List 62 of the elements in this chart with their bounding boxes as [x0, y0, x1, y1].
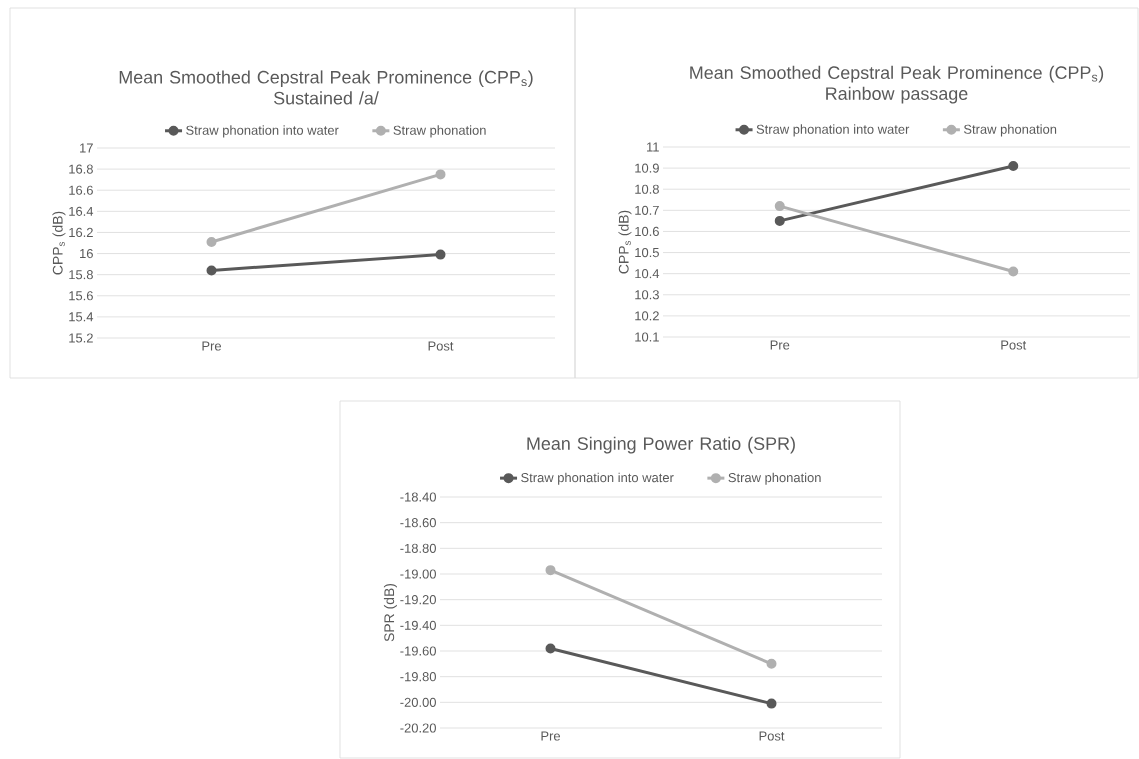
y-tick-label: 15.6	[69, 291, 93, 301]
point	[774, 215, 785, 226]
y-tick-label: -19.40	[400, 620, 436, 630]
point	[206, 236, 217, 247]
y-axis-title: CPP$_{s}$ (dB)	[52, 211, 66, 275]
y-tick-label: 11	[647, 142, 659, 152]
x-tick-label: Post	[759, 731, 785, 741]
point	[1008, 161, 1019, 171]
y-tick-label: 10.5	[635, 247, 659, 258]
legend-label: Straw phonation	[963, 124, 1057, 137]
chart-subtitle: Rainbow passage	[826, 86, 968, 104]
y-tick-label: 10.7	[635, 205, 659, 215]
point	[545, 643, 556, 654]
x-tick-label: Post	[428, 341, 454, 351]
y-tick-label: 10.3	[635, 290, 659, 300]
legend-label: Straw phonation into water	[186, 125, 339, 138]
point	[545, 565, 556, 576]
y-tick-label: 10.6	[635, 226, 659, 237]
chart-subtitle: Sustained /a/	[273, 91, 379, 105]
x-tick-label: Pre	[541, 731, 561, 741]
y-tick-label: 15.4	[69, 312, 94, 322]
y-tick-label: -18.60	[400, 518, 436, 528]
y-tick-label: 10.2	[635, 311, 659, 321]
point	[435, 169, 446, 180]
y-tick-label: 16.6	[69, 185, 93, 195]
legend-label: Straw phonation into water	[756, 124, 910, 137]
chart-title: Mean Smoothed Cepstral Peak Prominence (CPP$_{s}$)	[690, 65, 1104, 83]
x-tick-label: Pre	[202, 341, 221, 351]
y-tick-label: -19.60	[400, 646, 436, 656]
chart-title: Mean Smoothed Cepstral Peak Prominence (CPP$_{s}$)	[119, 70, 533, 88]
y-axis-title: SPR (dB)	[383, 583, 397, 642]
point	[766, 658, 777, 669]
y-tick-label: -20.00	[400, 697, 436, 707]
y-tick-label: 10.1	[635, 332, 659, 342]
y-tick-label: 17	[80, 143, 93, 153]
y-tick-label: -18.80	[400, 543, 436, 553]
y-tick-label: 15.2	[69, 333, 93, 343]
y-tick-label: -18.40	[400, 492, 436, 502]
point	[206, 265, 217, 276]
y-tick-label: 16.2	[69, 227, 93, 238]
point	[774, 201, 785, 212]
legend-label: Straw phonation	[728, 472, 821, 485]
y-tick-label: 15.8	[69, 270, 93, 280]
y-tick-label: -19.20	[400, 595, 436, 605]
x-tick-label: Pre	[770, 340, 790, 350]
point	[766, 698, 777, 709]
point	[435, 249, 446, 260]
y-tick-label: -19.00	[400, 569, 436, 579]
y-tick-label: 16.4	[69, 206, 94, 216]
y-tick-label: -20.20	[400, 723, 436, 733]
y-tick-label: 16	[80, 248, 93, 259]
y-tick-label: 10.4	[635, 269, 660, 279]
y-tick-label: 10.9	[635, 163, 659, 173]
y-tick-label: 10.8	[635, 184, 659, 194]
legend-label: Straw phonation into water	[521, 472, 674, 485]
x-tick-label: Post	[1001, 340, 1027, 350]
y-tick-label: -19.80	[400, 672, 436, 682]
legend-label: Straw phonation	[393, 125, 486, 138]
chart-title: Mean Singing Power Ratio (SPR)	[527, 436, 795, 454]
y-tick-label: 16.8	[69, 164, 93, 174]
y-axis-title: CPP$_{s}$ (dB)	[618, 210, 632, 274]
point	[1008, 266, 1019, 277]
